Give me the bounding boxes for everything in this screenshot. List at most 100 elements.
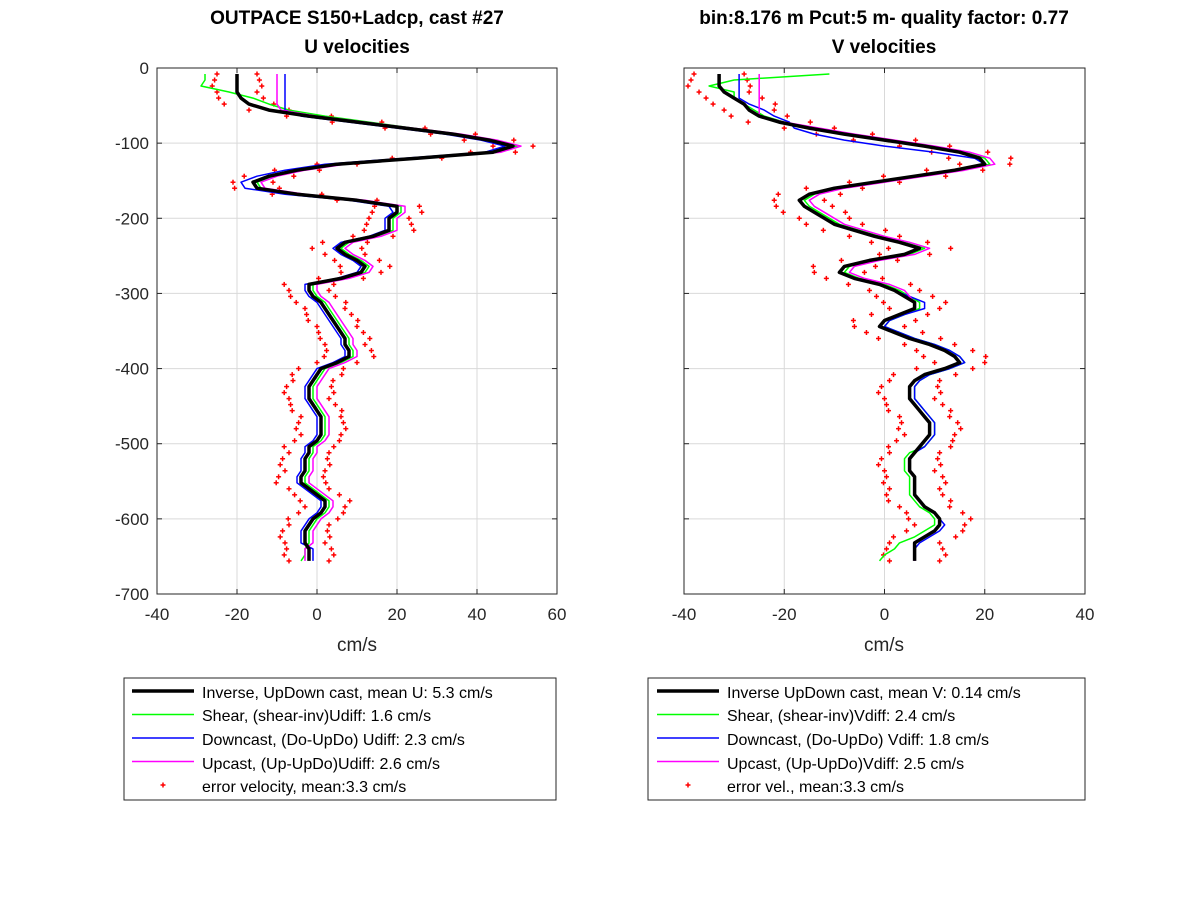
v-error-point: [880, 299, 886, 305]
u-error-point: [286, 486, 292, 492]
v-error-point: [968, 516, 974, 522]
v-error-point: [938, 336, 944, 342]
v-error-point: [937, 540, 943, 546]
u-error-point: [331, 281, 337, 287]
v-error-point: [851, 323, 857, 329]
u-error-point: [348, 311, 354, 317]
v-error-point: [896, 426, 902, 432]
u-error-point: [327, 534, 333, 540]
u-error-point: [332, 293, 338, 299]
u-error-point: [331, 444, 337, 450]
u-error-point: [285, 516, 291, 522]
u-error-point: [277, 462, 283, 468]
v-error-point: [850, 317, 856, 323]
u-error-point: [323, 480, 329, 486]
u-error-point: [276, 474, 282, 480]
u-error-point: [330, 378, 336, 384]
v-error-point: [863, 330, 869, 336]
u-error-point: [298, 432, 304, 438]
v-error-point: [846, 215, 852, 221]
v-error-point: [908, 281, 914, 287]
v-error-velocity-series: [685, 71, 1014, 564]
u-error-point: [326, 396, 332, 402]
v-error-point: [891, 534, 897, 540]
u-error-point: [390, 233, 396, 239]
v-error-point: [831, 125, 837, 131]
v-error-point: [913, 317, 919, 323]
v-error-point: [948, 444, 954, 450]
v-error-point: [873, 293, 879, 299]
v-error-point: [884, 474, 890, 480]
u-error-point: [281, 444, 287, 450]
v-error-point: [1008, 155, 1014, 161]
u-xtick-label: -40: [145, 605, 170, 624]
v-error-point: [868, 311, 874, 317]
u-error-point: [326, 287, 332, 293]
v-error-point: [914, 348, 920, 354]
v-xtick-label: 20: [975, 605, 994, 624]
u-error-point: [277, 534, 283, 540]
u-error-point: [298, 414, 304, 420]
v-error-point: [781, 125, 787, 131]
u-error-point: [340, 366, 346, 372]
v-error-point: [884, 492, 890, 498]
u-error-point: [369, 209, 375, 215]
v-error-point: [955, 420, 961, 426]
v-error-point: [904, 528, 910, 534]
v-error-point: [932, 360, 938, 366]
v-error-point: [937, 378, 943, 384]
v-legend-upcast-label: Upcast, (Up-UpDo)Vdiff: 2.5 cm/s: [727, 756, 964, 773]
v-error-point: [904, 510, 910, 516]
v-error-point: [947, 143, 953, 149]
v-error-point: [823, 275, 829, 281]
u-error-point: [326, 558, 332, 564]
v-error-point: [878, 456, 884, 462]
u-error-point: [302, 504, 308, 510]
v-error-point: [771, 107, 777, 113]
v-error-point: [696, 89, 702, 95]
u-error-point: [406, 215, 412, 221]
u-title-line-2: U velocities: [304, 37, 410, 58]
v-error-point: [913, 137, 919, 143]
v-legend-shear-label: Shear, (shear-inv)Vdiff: 2.4 cm/s: [727, 708, 955, 725]
v-error-point: [930, 293, 936, 299]
v-error-point: [982, 360, 988, 366]
v-error-point: [728, 113, 734, 119]
u-error-point: [322, 468, 328, 474]
u-error-point: [332, 402, 338, 408]
v-error-point: [943, 552, 949, 558]
v-error-point: [842, 209, 848, 215]
v-error-point: [829, 203, 835, 209]
u-error-point: [419, 209, 425, 215]
v-error-point: [947, 504, 953, 510]
v-error-point: [924, 167, 930, 173]
v-error-point: [943, 173, 949, 179]
u-error-point: [378, 269, 384, 275]
v-error-point: [932, 396, 938, 402]
u-error-point: [530, 143, 536, 149]
v-error-point: [884, 402, 890, 408]
u-error-point: [331, 552, 337, 558]
v-error-point: [775, 191, 781, 197]
v-error-point: [771, 197, 777, 203]
u-error-point: [332, 257, 338, 263]
v-error-point: [784, 113, 790, 119]
u-error-point: [284, 384, 290, 390]
u-error-point: [281, 552, 287, 558]
u-error-point: [317, 336, 323, 342]
u-error-point: [241, 173, 247, 179]
u-xtick-label: -20: [225, 605, 250, 624]
v-title-line-2: V velocities: [832, 37, 937, 58]
v-x-axis-label: cm/s: [864, 635, 904, 656]
u-error-point: [280, 456, 286, 462]
u-ytick-label: -200: [115, 209, 149, 228]
u-error-point: [286, 522, 292, 528]
v-error-point: [932, 468, 938, 474]
v-error-point: [883, 227, 889, 233]
u-error-point: [232, 185, 238, 191]
u-error-point: [302, 305, 308, 311]
u-ytick-label: -300: [115, 284, 149, 303]
v-error-point: [894, 438, 900, 444]
u-error-point: [280, 528, 286, 534]
